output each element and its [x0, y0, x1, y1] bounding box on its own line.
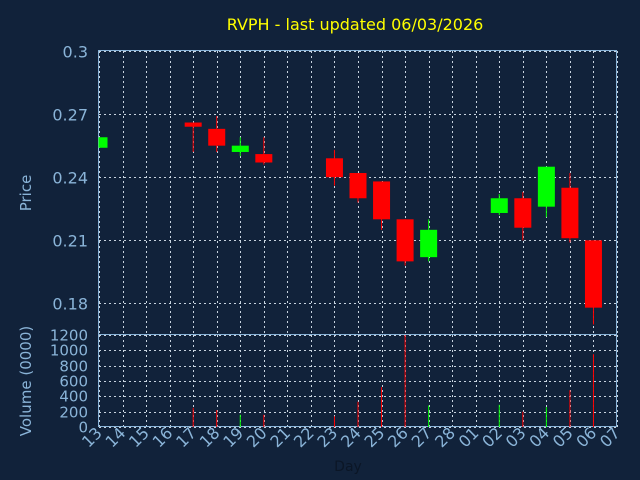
volume-tick-label: 1000 [50, 342, 88, 360]
candle-body-23 [325, 158, 343, 178]
candle-body-02 [490, 198, 508, 213]
candle-body-24 [349, 173, 367, 199]
price-tick-label: 0.21 [52, 232, 88, 251]
volume-tick-label: 600 [59, 373, 88, 391]
x-tick-labels: 1314151617181920212223242526272801020304… [78, 423, 624, 451]
candle-body-20 [255, 154, 273, 163]
price-tick-label: 0.3 [63, 43, 88, 62]
candle-body-05 [561, 187, 579, 239]
candle-body-03 [514, 198, 532, 228]
candle-body-17 [184, 122, 202, 127]
candle-body-27 [420, 229, 438, 258]
candle-body-25 [373, 181, 391, 220]
chart-title: RVPH - last updated 06/03/2026 [227, 15, 484, 34]
candle-body-26 [396, 219, 414, 262]
price-axis-label: Price [17, 175, 35, 212]
volume-tick-label: 800 [59, 358, 88, 376]
volume-axis-label: Volume (0000) [17, 326, 35, 436]
x-axis-label: Day [334, 459, 362, 475]
volume-bars [192, 335, 594, 427]
candle-body-13 [99, 137, 108, 148]
price-y-tick-labels: 0.3 0.27 0.24 0.21 0.18 [52, 43, 88, 314]
candle-body-04 [537, 166, 555, 207]
price-grid [99, 51, 618, 335]
candlesticks [98, 116, 602, 325]
candle-body-19 [231, 145, 249, 152]
volume-tick-label: 400 [59, 388, 88, 406]
price-tick-label: 0.27 [52, 106, 88, 125]
volume-tick-label: 200 [59, 404, 88, 422]
candle-body-18 [208, 128, 226, 146]
volume-tick-label: 1200 [50, 327, 88, 345]
candle-body-06 [584, 240, 602, 308]
volume-tick-label: 0 [78, 419, 88, 437]
price-tick-label: 0.18 [52, 295, 88, 314]
price-tick-label: 0.24 [52, 169, 88, 188]
